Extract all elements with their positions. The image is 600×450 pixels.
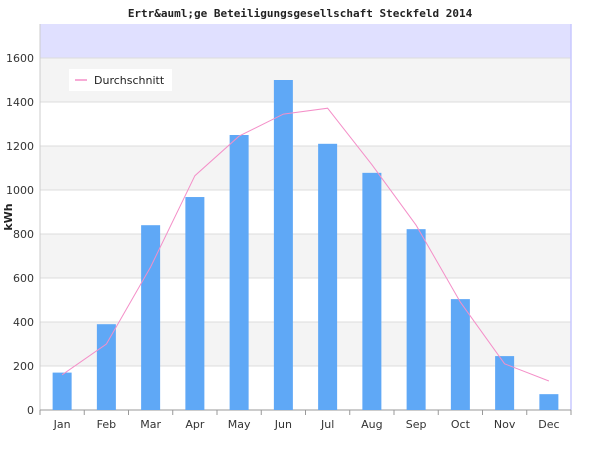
x-axis: Jan Feb Mar Apr May Jun Jul Aug Sep Oct Nov Dec [39, 410, 572, 431]
y-tick-label: 400 [13, 316, 34, 329]
x-tick-label: Aug [361, 418, 382, 431]
y-tick-label: 1000 [6, 184, 34, 197]
y-tick-label: 0 [27, 404, 34, 417]
bar-sep [406, 229, 426, 410]
average-line [61, 107, 550, 382]
x-tick-label: Jan [53, 418, 71, 431]
x-tick-label: Mar [140, 418, 161, 431]
bar-apr [185, 197, 205, 410]
grid-band [40, 366, 571, 410]
grid-band [40, 146, 571, 190]
grid-band [40, 278, 571, 322]
x-tick-label: Nov [494, 418, 516, 431]
bar-dec [539, 394, 559, 410]
y-axis: 0 200 400 600 800 1000 1200 1400 1600 [6, 52, 34, 417]
y-axis-label: kWh [2, 203, 15, 230]
x-tick-label: Apr [185, 418, 205, 431]
x-tick-label: Jun [274, 418, 292, 431]
y-tick-label: 1200 [6, 140, 34, 153]
grid-band [40, 190, 571, 234]
x-tick-label: Dec [538, 418, 559, 431]
y-tick-label: 1600 [6, 52, 34, 65]
bar-may [229, 135, 249, 410]
bar-mar [141, 225, 161, 410]
x-tick-label: May [228, 418, 251, 431]
legend-label: Durchschnitt [94, 74, 165, 87]
y-tick-label: 200 [13, 360, 34, 373]
bar-aug [362, 172, 382, 410]
legend-box [69, 69, 172, 91]
bar-jun [273, 80, 293, 410]
chart-title: Ertr&auml;ge Beteiligungsgesellschaft St… [128, 7, 473, 20]
bar-feb [96, 324, 116, 410]
bar-nov [495, 356, 515, 410]
bar-jul [318, 143, 338, 411]
y-tick-label: 600 [13, 272, 34, 285]
bar-jan [52, 372, 72, 410]
legend: Durchschnitt [69, 69, 172, 91]
overflow-band [40, 24, 571, 58]
x-tick-label: Feb [97, 418, 116, 431]
y-tick-label: 800 [13, 228, 34, 241]
grid-band [40, 322, 571, 366]
y-tick-label: 1400 [6, 96, 34, 109]
x-tick-label: Sep [406, 418, 427, 431]
x-tick-label: Oct [451, 418, 471, 431]
grid-band [40, 234, 571, 278]
grid-band [40, 102, 571, 146]
bar-oct [450, 299, 470, 410]
x-tick-label: Jul [320, 418, 334, 431]
